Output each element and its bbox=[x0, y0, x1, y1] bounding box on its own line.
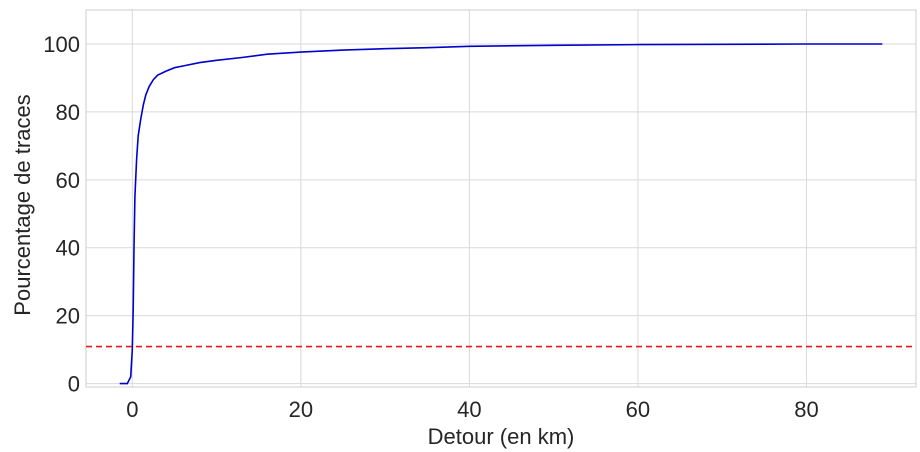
x-tick-label: 60 bbox=[626, 397, 650, 422]
y-axis-label: Pourcentage de traces bbox=[10, 94, 35, 315]
y-tick-label: 20 bbox=[56, 304, 80, 329]
y-tick-label: 60 bbox=[56, 168, 80, 193]
series-layer bbox=[86, 43, 916, 385]
y-tick-label: 40 bbox=[56, 236, 80, 261]
x-tick-label: 0 bbox=[126, 397, 138, 422]
x-tick-label: 80 bbox=[794, 397, 818, 422]
y-tick-label: 0 bbox=[68, 372, 80, 397]
cdf-series-line bbox=[119, 43, 883, 385]
x-axis-label: Detour (en km) bbox=[428, 424, 575, 449]
y-tick-label: 80 bbox=[56, 100, 80, 125]
x-tick-label: 20 bbox=[289, 397, 313, 422]
plot-frame bbox=[85, 9, 917, 388]
grid-lines bbox=[86, 10, 916, 387]
tick-labels: 0 20 40 60 80 0 20 40 60 80 100 bbox=[43, 32, 818, 422]
x-tick-label: 40 bbox=[457, 397, 481, 422]
y-tick-label: 100 bbox=[43, 32, 80, 57]
